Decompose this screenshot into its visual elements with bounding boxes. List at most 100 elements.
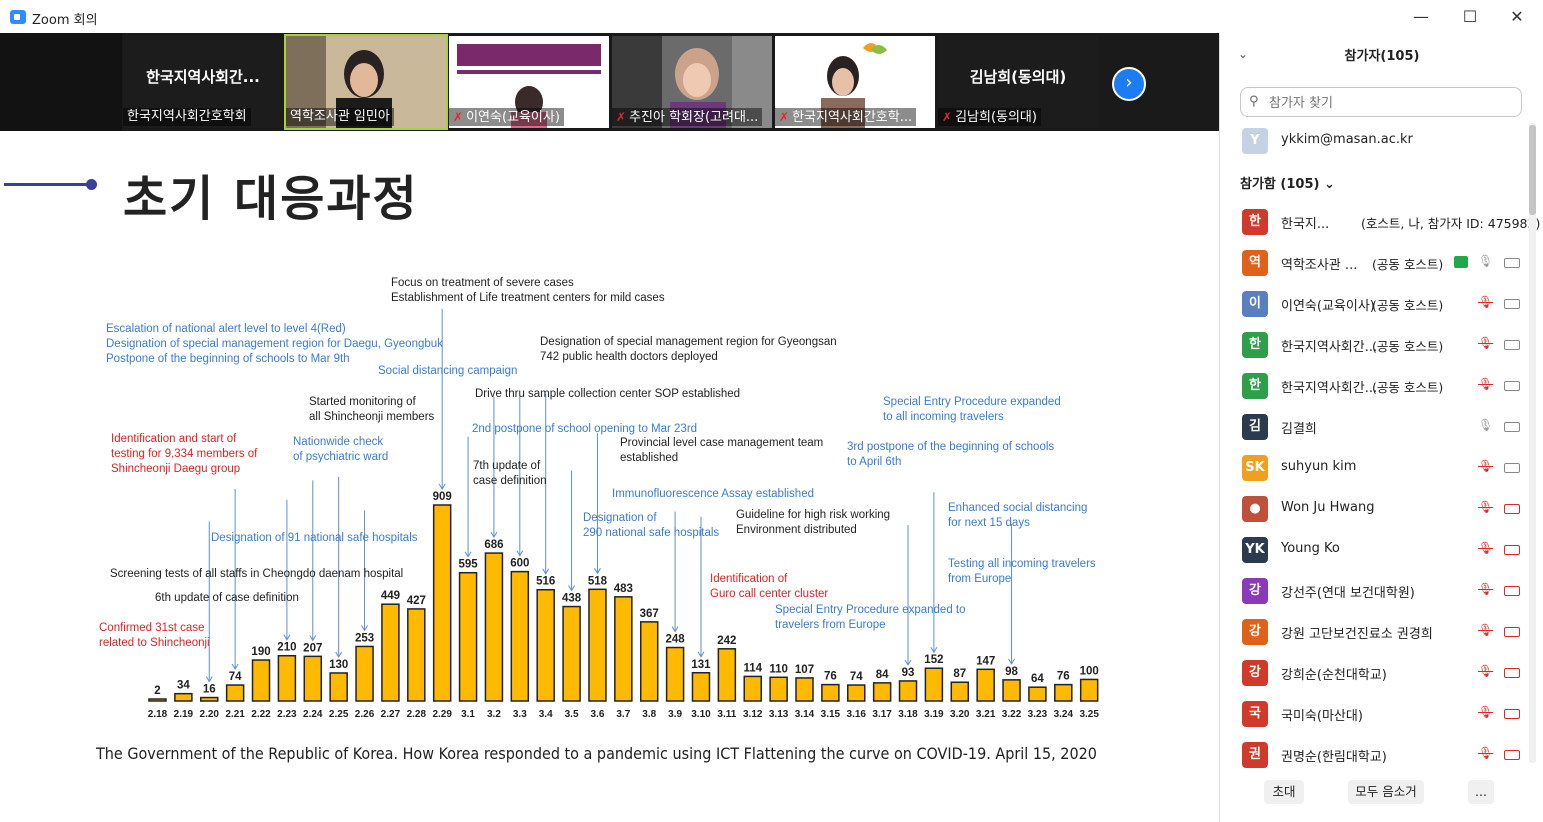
chart-bar bbox=[950, 681, 970, 702]
mic-muted-icon[interactable]: 🎙 bbox=[1478, 336, 1494, 350]
avatar: 강 bbox=[1242, 619, 1268, 645]
invite-button[interactable]: 초대 bbox=[1264, 780, 1304, 804]
minimize-button[interactable]: — bbox=[1413, 7, 1429, 26]
chart-annotation: Enhanced social distancing for next 15 da… bbox=[948, 501, 1087, 531]
joined-section-header[interactable]: 참가함 (105) ⌄ bbox=[1240, 177, 1335, 192]
video-tile[interactable]: ✗ 한국지역사회간호학... bbox=[775, 36, 935, 128]
video-tile[interactable]: ✗ 이연숙(교육이사) bbox=[449, 36, 609, 128]
video-camera-icon[interactable] bbox=[1504, 340, 1520, 350]
participant-row[interactable]: 이 이연숙(교육이사) (공동 호스트) 🎙 bbox=[1240, 289, 1530, 319]
annotation-line: travelers from Europe bbox=[775, 619, 886, 631]
participant-row[interactable]: 국 국미숙(마산대) 🎙 bbox=[1240, 699, 1530, 729]
close-button[interactable]: ✕ bbox=[1510, 7, 1524, 26]
bar-value-label: 93 bbox=[902, 667, 915, 679]
video-off-icon[interactable] bbox=[1504, 709, 1520, 719]
participant-row[interactable]: 강 강선주(연대 보건대학원) 🎙 bbox=[1240, 576, 1530, 606]
tile-name-label: 한국지역사회간호학회 bbox=[123, 108, 251, 126]
participant-name: ykkim@masan.ac.kr bbox=[1281, 132, 1413, 147]
chart-bar bbox=[562, 605, 581, 702]
annotation-line: of psychiatric ward bbox=[293, 451, 389, 463]
participant-row[interactable]: YK Young Ko 🎙 bbox=[1240, 535, 1530, 565]
video-off-icon[interactable] bbox=[1504, 750, 1520, 760]
participant-role: (공동 호스트) bbox=[1372, 339, 1444, 354]
participant-row[interactable]: 김 김결희 🎙 bbox=[1240, 412, 1530, 442]
title-accent-line bbox=[4, 183, 92, 186]
participant-row[interactable]: 한 한국지... (호스트, 나, 참가자 ID: 475983) bbox=[1240, 207, 1540, 237]
participant-row[interactable]: 강 강희순(순천대학교) 🎙 bbox=[1240, 658, 1530, 688]
annotation-line: to all incoming travelers bbox=[883, 411, 1004, 423]
microphone-icon[interactable]: 🎙 bbox=[1478, 254, 1494, 268]
video-tile[interactable]: 김남희(동의대) ✗ 김남희(동의대) bbox=[938, 36, 1098, 128]
annotation-line: Guideline for high risk working bbox=[736, 509, 891, 521]
participant-name: 역학조사관 ... bbox=[1281, 258, 1358, 273]
bar-value-label: 600 bbox=[510, 558, 529, 570]
video-camera-icon[interactable] bbox=[1504, 299, 1520, 309]
video-tile[interactable]: ✗ 추진아 학회장(고려대... bbox=[612, 36, 772, 128]
mic-muted-icon[interactable]: 🎙 bbox=[1478, 582, 1494, 596]
avatar: 이 bbox=[1242, 291, 1268, 317]
waiting-participant-row[interactable]: Y ykkim@masan.ac.kr bbox=[1240, 126, 1530, 156]
participant-row[interactable]: 역 역학조사관 ... (공동 호스트) 🎙 bbox=[1240, 248, 1530, 278]
more-options-button[interactable]: ... bbox=[1468, 780, 1494, 804]
chart-bar bbox=[536, 588, 555, 702]
video-off-icon[interactable] bbox=[1504, 545, 1520, 555]
video-off-icon[interactable] bbox=[1504, 668, 1520, 678]
participant-list-scrollbar[interactable] bbox=[1529, 123, 1536, 763]
tile-name-label: ✗ 한국지역사회간호학... bbox=[775, 108, 917, 126]
participant-row[interactable]: SK suhyun kim 🎙 bbox=[1240, 453, 1530, 483]
video-tile[interactable]: 한국지역사회간... 한국지역사회간호학회 bbox=[123, 36, 283, 128]
mic-muted-icon[interactable]: 🎙 bbox=[1478, 623, 1494, 637]
next-page-button[interactable]: › bbox=[1112, 67, 1146, 101]
video-camera-icon[interactable] bbox=[1504, 422, 1520, 432]
chart-bar bbox=[458, 571, 478, 702]
bar-value-label: 147 bbox=[976, 655, 995, 667]
annotation-line: Special Entry Procedure expanded to bbox=[775, 604, 966, 616]
participant-row[interactable]: 강 강원 고단보건진료소 권경희 🎙 bbox=[1240, 617, 1530, 647]
video-off-icon[interactable] bbox=[1504, 504, 1520, 514]
video-off-icon[interactable] bbox=[1504, 627, 1520, 637]
x-tick-label: 2.20 bbox=[200, 709, 220, 720]
mic-muted-icon[interactable]: 🎙 bbox=[1478, 541, 1494, 555]
mic-muted-icon[interactable]: 🎙 bbox=[1478, 377, 1494, 391]
screen-share-icon bbox=[1454, 256, 1468, 268]
mute-all-button[interactable]: 모두 음소거 bbox=[1348, 780, 1424, 804]
x-tick-label: 2.26 bbox=[355, 709, 375, 720]
video-tile-active-speaker[interactable]: 역학조사관 임민아 bbox=[284, 34, 448, 130]
mic-muted-icon[interactable]: 🎙 bbox=[1478, 500, 1494, 514]
chart-bar bbox=[1028, 686, 1047, 702]
chart-bar bbox=[407, 608, 426, 702]
participant-name: 강원 고단보건진료소 권경희 bbox=[1281, 627, 1433, 642]
participant-search-input[interactable] bbox=[1267, 92, 1511, 114]
microphone-icon[interactable]: 🎙 bbox=[1478, 418, 1494, 432]
participant-row[interactable]: 한 한국지역사회간... (공동 호스트) 🎙 bbox=[1240, 371, 1530, 401]
video-camera-icon[interactable] bbox=[1504, 381, 1520, 391]
shared-slide-thumbnail-icon bbox=[449, 36, 609, 128]
participant-row[interactable]: 한 한국지역사회간... (공동 호스트) 🎙 bbox=[1240, 330, 1530, 360]
video-camera-icon[interactable] bbox=[1504, 463, 1520, 473]
x-tick-label: 3.3 bbox=[513, 709, 527, 720]
collapse-chevron-icon[interactable]: ⌄ bbox=[1238, 47, 1249, 61]
chart-bar bbox=[743, 675, 762, 702]
x-tick-label: 3.1 bbox=[461, 709, 475, 720]
maximize-button[interactable]: ☐ bbox=[1462, 7, 1478, 26]
scrollbar-thumb[interactable] bbox=[1529, 125, 1536, 215]
avatar: 국 bbox=[1242, 701, 1268, 727]
mic-muted-icon[interactable]: 🎙 bbox=[1478, 295, 1494, 309]
annotation-arrowhead bbox=[1008, 658, 1015, 665]
mic-muted-icon[interactable]: 🎙 bbox=[1478, 664, 1494, 678]
participant-search-box[interactable]: ⚲ bbox=[1240, 87, 1522, 117]
participant-name: 강선주(연대 보건대학원) bbox=[1281, 586, 1415, 601]
annotation-arrowhead bbox=[361, 625, 368, 632]
tile-name-label: 역학조사관 임민아 bbox=[286, 108, 394, 126]
chart-bar bbox=[1054, 683, 1073, 702]
participant-row[interactable]: 권 권명순(한림대학교) 🎙 bbox=[1240, 740, 1530, 770]
mic-muted-icon[interactable]: 🎙 bbox=[1478, 705, 1494, 719]
tile-name-label: ✗ 김남희(동의대) bbox=[938, 108, 1041, 126]
mic-muted-icon[interactable]: 🎙 bbox=[1478, 459, 1494, 473]
video-camera-icon[interactable] bbox=[1504, 258, 1520, 268]
video-off-icon[interactable] bbox=[1504, 586, 1520, 596]
participant-row[interactable]: ● Won Ju Hwang 🎙 bbox=[1240, 494, 1530, 524]
slide-title: 초기 대응과정 bbox=[123, 171, 419, 227]
tile-display-name: 한국지역사회간... bbox=[146, 68, 260, 86]
mic-muted-icon[interactable]: 🎙 bbox=[1478, 746, 1494, 760]
